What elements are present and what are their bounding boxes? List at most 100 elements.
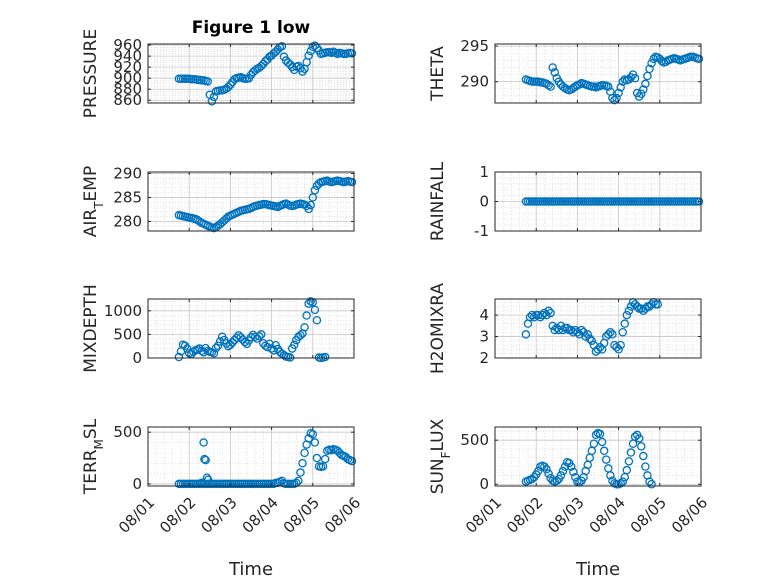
data-point — [694, 54, 704, 64]
data-point — [304, 299, 313, 308]
axes-frame — [494, 426, 702, 487]
data-point — [562, 323, 572, 333]
data-point — [647, 479, 656, 489]
data-point — [620, 319, 630, 328]
y-tick-label: 0 — [479, 475, 489, 493]
data-point — [606, 471, 615, 480]
y-tick-label: 960 — [113, 36, 142, 54]
data-point — [542, 465, 551, 474]
y-axis-label: AIRTEMP — [81, 166, 106, 237]
data-point — [304, 51, 313, 60]
data-point — [608, 93, 617, 103]
x-tick-label: 08/02 — [503, 494, 546, 537]
y-axis-label: H2OMIXRA — [428, 283, 448, 374]
x-axis-label: Time — [228, 559, 273, 580]
data-point — [544, 306, 553, 316]
y-axis-label: SUNFLUX — [428, 418, 453, 494]
data-point — [544, 80, 553, 90]
data-point — [593, 345, 603, 354]
data-point — [581, 332, 590, 341]
data-point — [641, 304, 650, 313]
data-point — [632, 302, 642, 311]
data-point — [306, 200, 315, 210]
data-point — [649, 54, 658, 64]
y-axis-label: RAINFALL — [428, 161, 448, 241]
axes-background — [495, 44, 701, 103]
data-point — [639, 451, 648, 461]
data-point — [300, 323, 309, 332]
data-point — [575, 80, 584, 89]
data-point — [257, 61, 266, 71]
data-point — [616, 83, 625, 92]
data-point — [310, 41, 320, 50]
data-point — [236, 332, 245, 342]
y-tick-label: 290 — [113, 164, 142, 182]
data-point — [583, 330, 592, 339]
data-point — [645, 64, 654, 74]
subplot-6: 2 3 4 H2OMIXRA — [428, 283, 702, 374]
data-point — [211, 343, 221, 353]
y-tick-label: 280 — [113, 212, 142, 230]
x-tick-label: 08/04 — [239, 494, 282, 537]
data-point — [606, 328, 615, 337]
data-point — [300, 448, 309, 458]
data-point — [546, 308, 555, 318]
data-point — [566, 462, 576, 471]
subplot-4: -1 0 1 RAINFALL — [428, 161, 704, 241]
data-point — [310, 185, 320, 195]
data-point — [608, 330, 617, 339]
data-point — [614, 345, 623, 354]
data-point — [601, 455, 611, 464]
data-point — [294, 476, 303, 486]
data-point — [546, 82, 555, 91]
data-point — [308, 429, 318, 439]
y-tick-label: 3 — [479, 328, 489, 346]
data-point — [585, 334, 595, 343]
axes-frame — [147, 426, 355, 487]
data-point — [347, 49, 357, 58]
data-point — [647, 58, 656, 68]
data-point — [624, 457, 634, 466]
data-point — [624, 75, 634, 84]
data-point — [296, 468, 305, 477]
y-tick-label: 4 — [479, 306, 489, 324]
data-point — [265, 339, 274, 349]
y-tick-label: 295 — [460, 37, 489, 55]
y-tick-label: 860 — [113, 91, 142, 109]
data-point — [612, 93, 621, 103]
chart-title: Figure 1 low — [192, 18, 311, 38]
data-point — [571, 472, 580, 482]
y-axis-label: PRESSURE — [81, 29, 101, 118]
data-point — [200, 454, 209, 464]
data-point — [571, 82, 580, 91]
data-point — [612, 343, 621, 352]
subplot-3: 280 285 290 AIRTEMP — [81, 164, 357, 237]
data-point — [604, 82, 613, 91]
y-tick-label: 500 — [460, 431, 489, 449]
data-point — [595, 429, 605, 439]
data-point — [597, 437, 607, 447]
data-point — [630, 432, 640, 441]
x-tick-label: 08/02 — [156, 494, 199, 537]
data-point — [521, 330, 531, 339]
data-point — [240, 337, 250, 347]
data-point — [630, 73, 640, 83]
y-axis-label: MIXDEPTH — [81, 284, 101, 373]
data-point — [254, 332, 264, 341]
data-point — [653, 300, 662, 309]
data-point — [626, 448, 636, 457]
x-tick-label: 08/05 — [627, 494, 670, 537]
data-point — [228, 338, 237, 347]
data-point — [558, 325, 568, 335]
data-point — [634, 434, 644, 443]
x-tick-label: 08/01 — [462, 494, 505, 537]
y-tick-label: 500 — [113, 325, 142, 343]
y-tick-label: 500 — [113, 423, 142, 441]
x-tick-label: 08/01 — [115, 494, 158, 537]
y-tick-label: 880 — [113, 80, 142, 98]
data-point — [657, 56, 667, 66]
data-point — [312, 315, 322, 325]
